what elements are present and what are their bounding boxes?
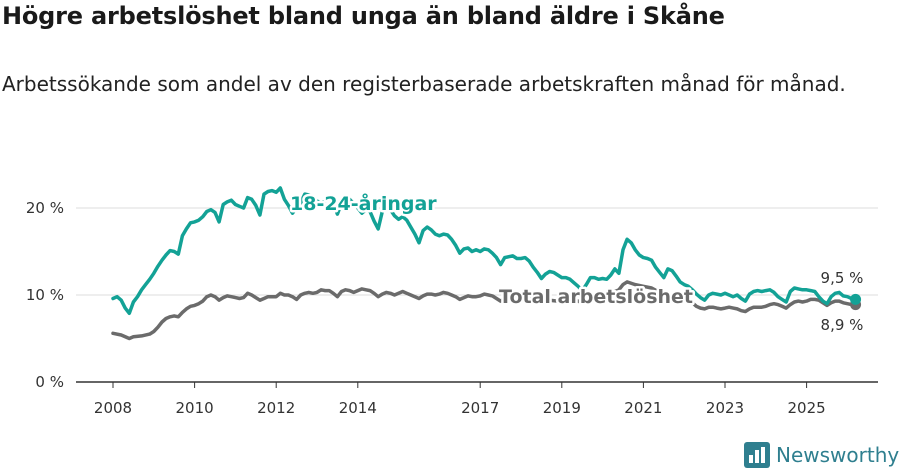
- x-tick-label: 2021: [624, 399, 662, 417]
- series-line-total: [111, 280, 858, 341]
- chart-title: Högre arbetslöshet bland unga än bland ä…: [2, 2, 725, 30]
- x-tick-label: 2017: [461, 399, 499, 417]
- y-axis-ticks: 0 % 10 % 20 %: [26, 199, 64, 391]
- x-tick-label: 2025: [788, 399, 826, 417]
- newsworthy-logo-icon: [744, 442, 770, 468]
- y-tick-label: 0 %: [35, 373, 64, 391]
- x-tick-label: 2023: [706, 399, 744, 417]
- end-value-total: 8,9 %: [821, 316, 864, 334]
- newsworthy-logo: Newsworthy: [744, 442, 899, 468]
- x-axis: 2008 2010 2012 2014 2017 2019 2021 2023 2025: [76, 381, 878, 417]
- newsworthy-logo-text: Newsworthy: [776, 443, 900, 467]
- chart-subtitle: Arbetssökande som andel av den registerb…: [2, 72, 846, 96]
- y-tick-label: 20 %: [26, 199, 64, 217]
- x-tick-label: 2008: [94, 399, 132, 417]
- end-point-youth: [850, 293, 862, 305]
- series-lines: [111, 186, 862, 341]
- series-labels: 18-24-åringar Total arbetslöshet 9,5 % 8,9 …: [288, 189, 864, 335]
- series-label-total: Total arbetslöshet: [499, 286, 693, 308]
- series-label-youth: 18-24-åringar: [290, 191, 437, 215]
- end-value-youth: 9,5 %: [821, 269, 864, 287]
- y-tick-label: 10 %: [26, 286, 64, 304]
- x-tick-label: 2012: [257, 399, 295, 417]
- series-line-youth: [111, 186, 858, 316]
- x-tick-label: 2019: [543, 399, 581, 417]
- x-tick-label: 2010: [176, 399, 214, 417]
- x-tick-label: 2014: [339, 399, 377, 417]
